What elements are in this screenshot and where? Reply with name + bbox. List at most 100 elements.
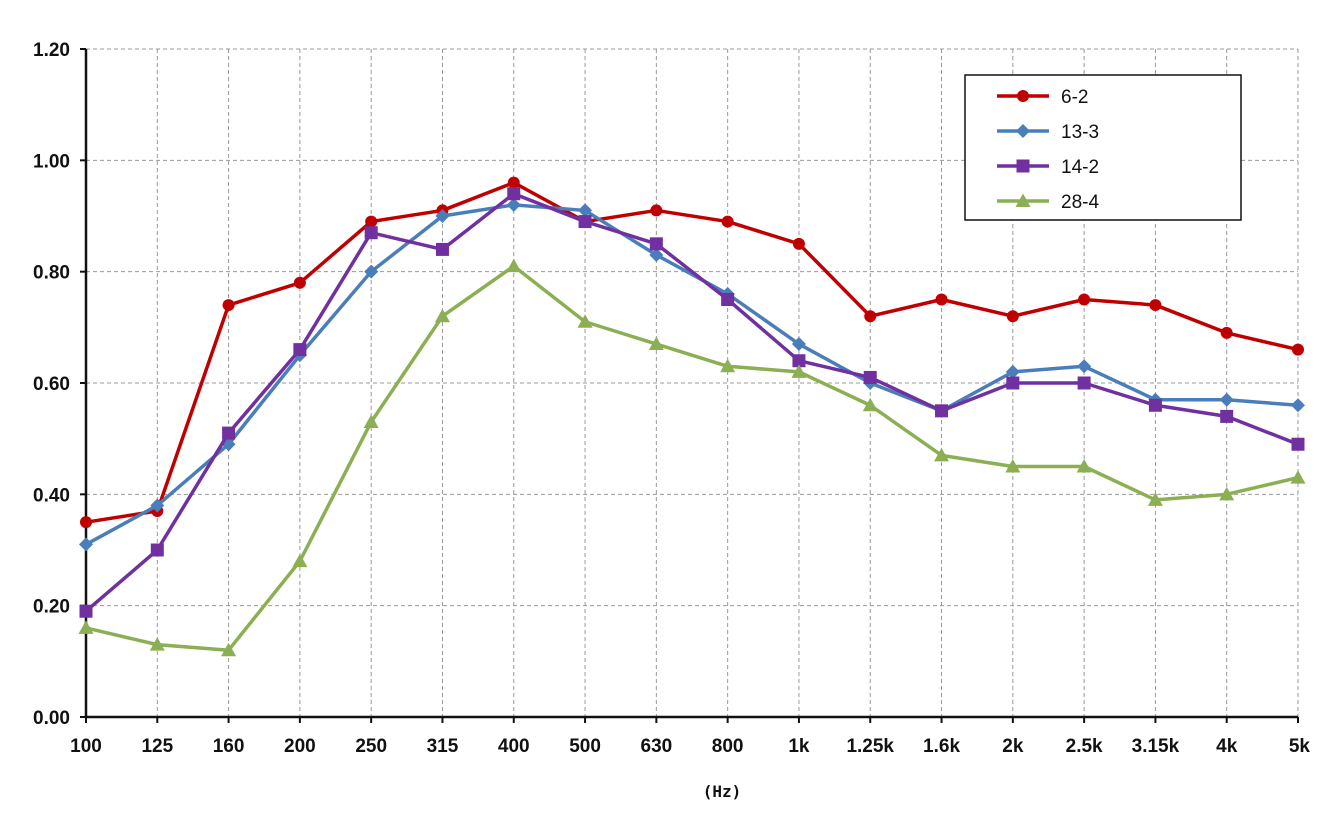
data-point [1219,392,1234,407]
data-point [649,237,663,251]
data-point [1292,343,1304,356]
x-tick-label: 400 [498,736,530,757]
legend-box [964,74,1242,221]
data-point [791,337,806,352]
data-point [649,247,664,262]
data-point [150,543,164,557]
data-point [577,314,593,328]
data-point [1005,364,1020,379]
data-point [293,276,306,289]
data-point [434,308,450,323]
x-tick-label: 1.25k [846,736,894,757]
data-point [1291,398,1305,413]
data-point [365,215,378,228]
x-tick-label: 160 [213,736,245,757]
data-point [1005,459,1021,473]
x-tick-label: 800 [712,736,744,757]
x-axis-label: (Hz) [703,782,742,801]
data-point [221,642,237,657]
data-point [1148,398,1162,412]
series-line [85,203,1299,546]
x-tick-label: 125 [141,736,173,757]
data-point [1220,326,1233,339]
legend-item: 13-3 [997,122,1099,143]
data-point [507,187,521,201]
data-point [506,258,522,273]
data-point [78,620,94,634]
series-28-4 [78,258,1306,657]
y-tick-label: 1.20 [33,40,70,61]
series-line [85,180,1299,524]
y-tick-label: 0.00 [33,708,70,729]
data-point [150,498,165,513]
x-tick-label: 2k [1002,736,1024,757]
data-point [507,176,520,189]
legend-item: 6-2 [997,87,1088,108]
data-point [1077,359,1092,374]
data-point [578,203,593,218]
legend-label: 6-2 [1061,87,1088,108]
data-point [1006,376,1020,390]
legend-marker [1017,90,1029,102]
data-point [1219,486,1235,501]
data-point [1076,459,1092,473]
data-point [792,237,805,250]
x-tick-label: 3.15k [1132,736,1180,757]
series-group [78,176,1306,657]
x-tick-label: 250 [355,736,387,757]
x-tick-label: 315 [427,736,459,757]
data-point [862,397,878,412]
x-tick-label: 500 [569,736,601,757]
x-tick-label: 5k [1289,736,1311,757]
series-line [84,191,1299,613]
data-point [80,516,92,529]
data-point [1291,437,1305,451]
legend-marker [1016,159,1030,173]
y-tick-label: 0.60 [33,374,70,395]
x-tick-label: 2.5k [1066,736,1103,757]
data-point [292,553,308,568]
data-point [1220,409,1234,423]
x-tick-label: 100 [70,736,102,757]
data-point [364,264,379,279]
data-point [863,370,877,384]
data-point [935,293,948,306]
legend: 6-2 13-3 14-2 28-4 [964,74,1242,221]
data-point [1078,293,1091,306]
data-point [1147,492,1163,506]
data-point [578,215,592,229]
legend-label: 13-3 [1061,122,1099,143]
legend-label: 28-4 [1061,192,1099,213]
data-point [721,293,735,306]
x-tick-label: 630 [641,736,673,757]
data-point [1149,299,1162,312]
data-point [79,537,93,552]
legend-label: 14-2 [1061,157,1099,178]
data-point [864,310,877,323]
tick-labels: 0.00 0.20 0.40 0.60 0.80 1.00 1.20 100 125 160 200… [33,40,1310,757]
y-tick-label: 0.80 [33,263,70,284]
data-point [792,354,806,368]
data-point [364,226,378,240]
data-point [506,197,521,212]
data-point [79,604,93,618]
x-tick-label: 4k [1216,736,1238,757]
data-point [1290,470,1306,484]
data-point [648,336,664,351]
y-tick-label: 0.40 [33,485,70,506]
data-point [149,637,165,651]
data-point [293,343,307,357]
data-point [222,426,236,440]
data-point [935,404,949,418]
data-point [435,242,449,256]
data-point [721,215,734,228]
data-point [720,358,736,373]
data-point [222,299,235,312]
x-tick-label: 1k [788,736,810,757]
data-point [791,364,807,378]
x-tick-label: 200 [284,736,316,757]
legend-marker [1016,124,1030,138]
data-point [1006,310,1019,323]
